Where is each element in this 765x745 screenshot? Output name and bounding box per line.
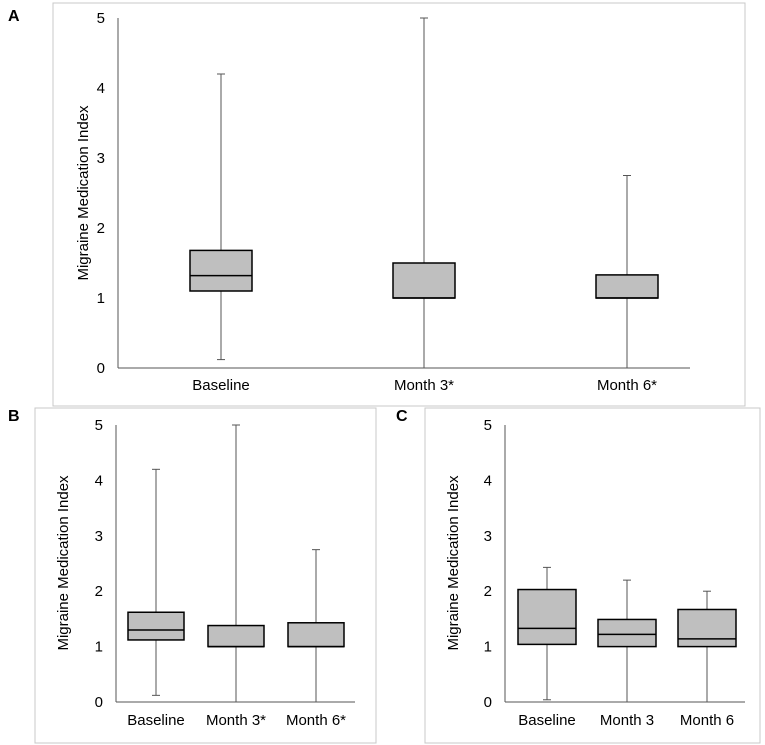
panel-a-boxplot-1 bbox=[189, 73, 253, 361]
panel-c-category-label: Baseline bbox=[518, 712, 576, 729]
panel-a-category-label: Month 3* bbox=[394, 377, 454, 394]
panel-a-y-tick-label: 0 bbox=[97, 360, 105, 377]
panel-b-y-tick-label: 4 bbox=[95, 472, 103, 489]
iqr-box bbox=[189, 249, 253, 292]
panel-c-boxplot-3 bbox=[677, 590, 737, 702]
panel-b-y-tick-label: 3 bbox=[95, 528, 103, 545]
panel-a-y-axis-title: Migraine Medication Index bbox=[75, 105, 92, 281]
panel-b-boxplot-3 bbox=[287, 549, 345, 702]
iqr-box bbox=[287, 622, 345, 648]
panel-c-category-label: Month 3 bbox=[600, 712, 654, 729]
panel-a-boxplot-3 bbox=[595, 175, 659, 368]
panel-b-category-label: Month 6* bbox=[286, 712, 346, 729]
iqr-box bbox=[597, 618, 657, 648]
panel-c: C 0 1 2 3 4 5 Migraine Medication Index Baseline… bbox=[396, 407, 761, 744]
panel-b-letter: B bbox=[8, 408, 20, 425]
panel-a-y-tick-label: 4 bbox=[97, 80, 105, 97]
panel-c-boxplot-2 bbox=[597, 579, 657, 702]
iqr-box bbox=[207, 624, 265, 648]
panel-b: B 0 1 2 3 4 5 Migraine Medication Index Baseline… bbox=[8, 407, 377, 744]
panel-b-y-axis-title: Migraine Medication Index bbox=[55, 475, 72, 651]
panel-b-boxplot-2 bbox=[207, 424, 265, 702]
iqr-box bbox=[127, 611, 185, 641]
panel-b-y-tick-label: 5 bbox=[95, 417, 103, 434]
panel-a-y-tick-label: 3 bbox=[97, 150, 105, 167]
iqr-box bbox=[392, 262, 456, 299]
panel-b-boxplot-1 bbox=[127, 468, 185, 696]
panel-a-y-tick-label: 5 bbox=[97, 10, 105, 27]
panel-a-boxplot-2 bbox=[392, 17, 456, 368]
panel-c-y-tick-label: 2 bbox=[484, 583, 492, 600]
panel-c-y-tick-label: 3 bbox=[484, 528, 492, 545]
iqr-box bbox=[595, 274, 659, 299]
panel-c-y-tick-label: 1 bbox=[484, 639, 492, 656]
panel-a-letter: A bbox=[8, 8, 20, 25]
panel-b-y-tick-label: 0 bbox=[95, 694, 103, 711]
panel-b-category-label: Baseline bbox=[127, 712, 185, 729]
panel-a-category-label: Month 6* bbox=[597, 377, 657, 394]
panel-a-y-tick-label: 1 bbox=[97, 290, 105, 307]
panel-b-y-tick-label: 1 bbox=[95, 639, 103, 656]
panel-c-category-label: Month 6 bbox=[680, 712, 734, 729]
panel-a-y-tick-label: 2 bbox=[97, 220, 105, 237]
panel-c-letter: C bbox=[396, 408, 408, 425]
iqr-box bbox=[517, 588, 577, 646]
panel-a-category-label: Baseline bbox=[192, 377, 250, 394]
panel-c-y-axis-title: Migraine Medication Index bbox=[445, 475, 462, 651]
iqr-box bbox=[677, 608, 737, 648]
panel-b-category-label: Month 3* bbox=[206, 712, 266, 729]
panel-c-boxplot-1 bbox=[517, 566, 577, 701]
panel-c-border bbox=[424, 407, 761, 744]
panel-c-y-tick-label: 5 bbox=[484, 417, 492, 434]
panel-a: A 0 1 2 3 4 5 Migraine Medication Index Baseline… bbox=[8, 2, 746, 407]
panel-c-y-tick-label: 4 bbox=[484, 472, 492, 489]
panel-a-border bbox=[52, 2, 746, 407]
panel-b-border bbox=[34, 407, 377, 744]
panel-c-y-tick-label: 0 bbox=[484, 694, 492, 711]
panel-b-y-tick-label: 2 bbox=[95, 583, 103, 600]
